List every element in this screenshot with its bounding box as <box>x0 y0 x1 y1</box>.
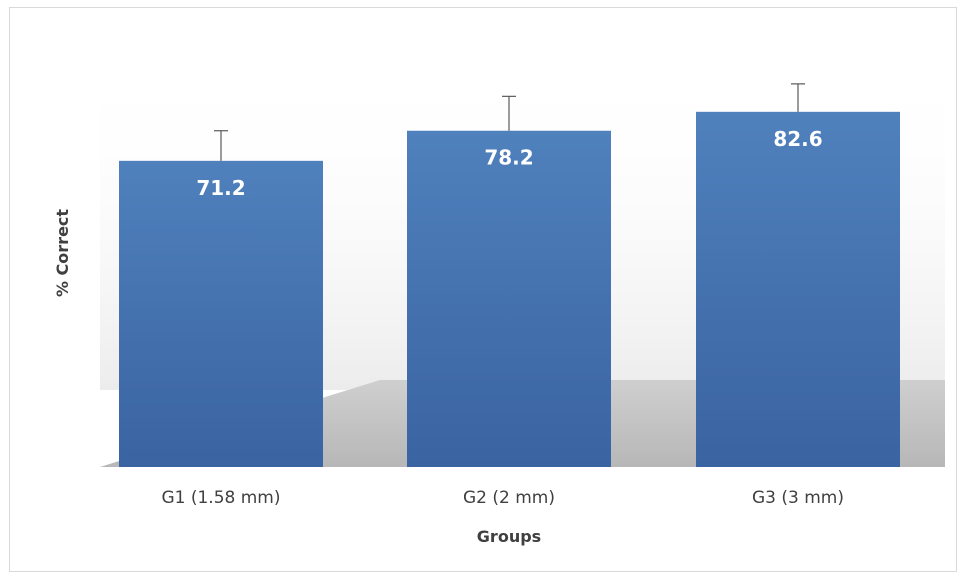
bar-1 <box>119 160 323 467</box>
x-tick-label-2: G2 (2 mm) <box>463 488 555 508</box>
x-tick-label-1: G1 (1.58 mm) <box>161 488 280 508</box>
bar-value-label-3: 82.6 <box>773 127 822 151</box>
x-tick-label-3: G3 (3 mm) <box>752 488 844 508</box>
y-axis-title: % Correct <box>53 209 72 297</box>
x-axis-title: Groups <box>477 527 541 546</box>
bar-value-label-1: 71.2 <box>196 176 245 200</box>
bar-value-label-2: 78.2 <box>484 146 533 170</box>
bar-2 <box>407 130 611 468</box>
bar-3 <box>696 111 900 467</box>
